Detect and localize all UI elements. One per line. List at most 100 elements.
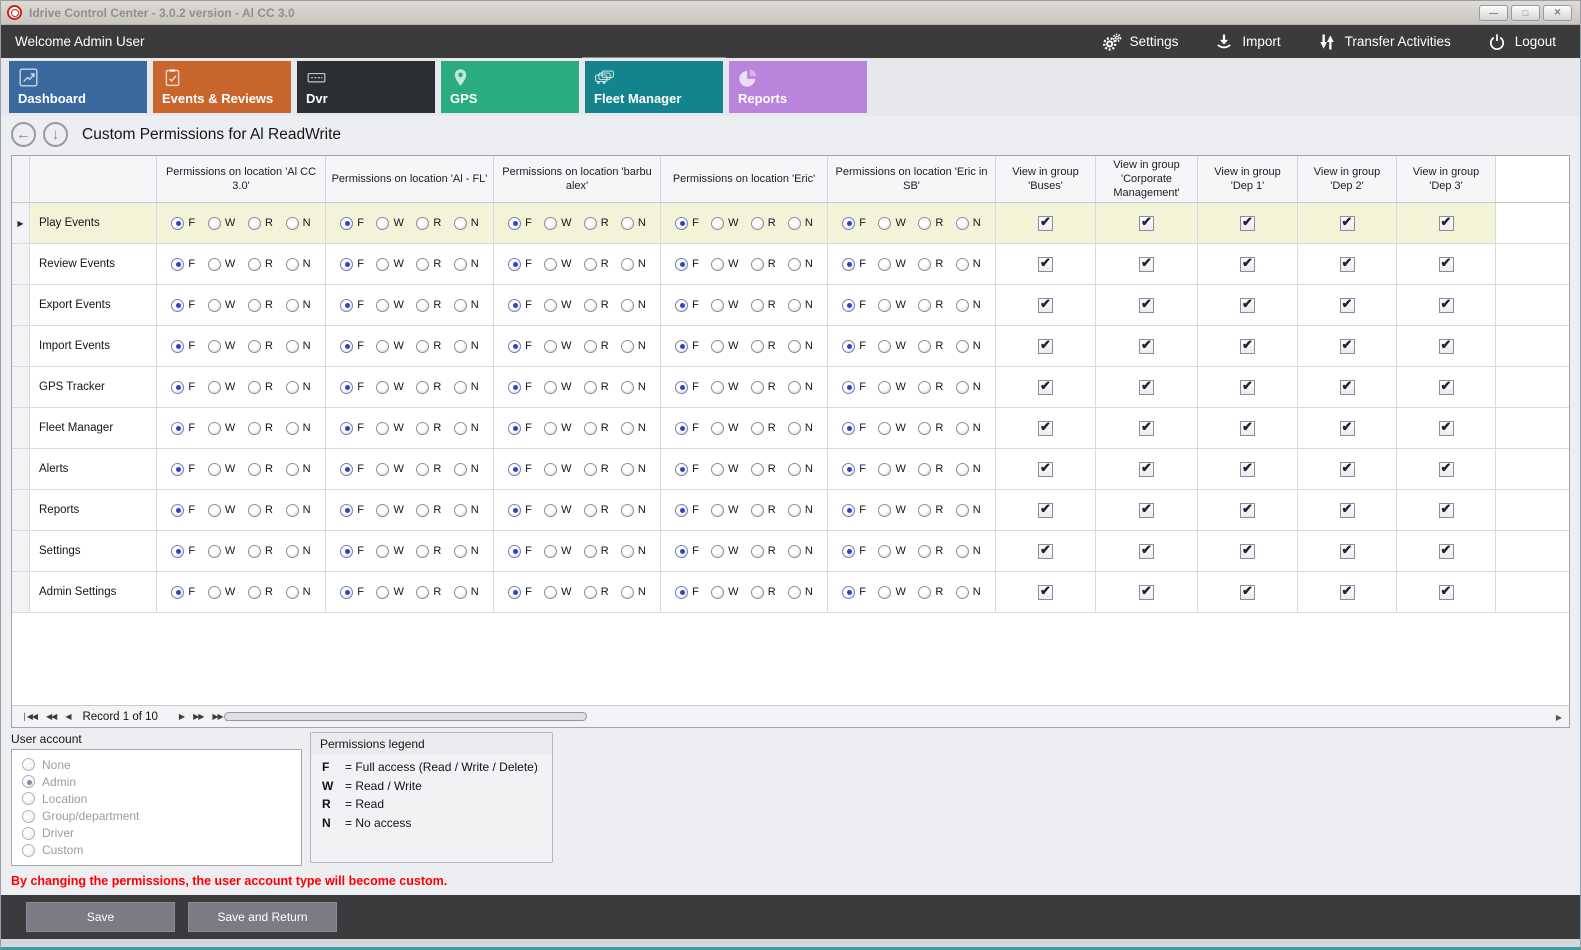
permission-radio-n[interactable]: N	[453, 380, 479, 394]
permission-radio-w[interactable]: W	[711, 257, 738, 271]
permission-radio-n[interactable]: N	[285, 257, 311, 271]
permission-radio-n[interactable]: N	[285, 216, 311, 230]
permission-radio-w[interactable]: W	[207, 380, 235, 394]
permission-radio-r[interactable]: R	[247, 339, 273, 353]
permission-radio-f[interactable]: F	[675, 585, 699, 599]
group-view-checkbox[interactable]	[1139, 379, 1154, 395]
group-view-checkbox[interactable]	[1438, 461, 1454, 477]
permission-radio-f[interactable]: F	[675, 339, 699, 353]
tab-fleet-manager[interactable]: Fleet Manager	[582, 57, 726, 113]
permission-radio-w[interactable]: W	[878, 462, 906, 476]
permission-radio-f[interactable]: F	[842, 257, 866, 271]
permission-radio-f[interactable]: F	[340, 544, 364, 558]
permission-radio-f[interactable]: F	[842, 462, 866, 476]
table-row[interactable]: Settings F W R N F W R N F W R N F W R N F W R N	[12, 531, 1569, 572]
permission-radio-w[interactable]: W	[376, 257, 404, 271]
permission-radio-w[interactable]: W	[711, 544, 738, 558]
table-row[interactable]: Fleet Manager F W R N F W R N F W R N F W R N F W R N	[12, 408, 1569, 449]
permission-radio-w[interactable]: W	[207, 585, 235, 599]
scroll-down-button[interactable]: ↓	[43, 122, 68, 147]
permission-radio-r[interactable]: R	[416, 339, 441, 353]
group-view-checkbox[interactable]	[1240, 502, 1255, 518]
permission-radio-r[interactable]: R	[583, 216, 609, 230]
next-page-button[interactable]: ▶▶	[193, 712, 204, 721]
group-view-checkbox[interactable]	[1139, 420, 1154, 436]
permission-radio-n[interactable]: N	[453, 503, 479, 517]
permission-radio-r[interactable]: R	[750, 257, 776, 271]
permission-radio-r[interactable]: R	[918, 257, 943, 271]
permission-radio-r[interactable]: R	[583, 544, 609, 558]
permission-radio-r[interactable]: R	[416, 298, 441, 312]
permission-radio-w[interactable]: W	[544, 257, 571, 271]
permission-radio-w[interactable]: W	[878, 339, 906, 353]
permission-radio-w[interactable]: W	[878, 216, 906, 230]
settings-button[interactable]: Settings	[1102, 32, 1178, 52]
import-button[interactable]: Import	[1214, 32, 1281, 52]
permission-radio-w[interactable]: W	[544, 339, 571, 353]
permission-radio-f[interactable]: F	[508, 257, 532, 271]
group-view-checkbox[interactable]	[1339, 543, 1355, 559]
permission-radio-r[interactable]: R	[416, 380, 441, 394]
table-row[interactable]: Export Events F W R N F W R N F W R N F W R N F W R N	[12, 285, 1569, 326]
permission-radio-n[interactable]: N	[453, 421, 479, 435]
permission-radio-r[interactable]: R	[416, 216, 441, 230]
permission-radio-f[interactable]: F	[675, 544, 699, 558]
permission-radio-r[interactable]: R	[247, 421, 273, 435]
table-row[interactable]: Reports F W R N F W R N F W R N F W R N F W R N	[12, 490, 1569, 531]
column-header-permission[interactable]: Permissions on location 'Eric'	[661, 156, 828, 202]
permission-radio-w[interactable]: W	[711, 216, 738, 230]
tab-events-reviews[interactable]: Events & Reviews	[153, 61, 291, 113]
permission-radio-n[interactable]: N	[285, 298, 311, 312]
permission-radio-w[interactable]: W	[376, 339, 404, 353]
permission-radio-w[interactable]: W	[544, 544, 571, 558]
group-view-checkbox[interactable]	[1240, 215, 1255, 231]
group-view-checkbox[interactable]	[1038, 338, 1053, 354]
permission-radio-r[interactable]: R	[918, 339, 943, 353]
permission-radio-f[interactable]: F	[508, 380, 532, 394]
group-view-checkbox[interactable]	[1139, 461, 1154, 477]
account-type-option[interactable]: Location	[22, 792, 291, 806]
permission-radio-n[interactable]: N	[955, 380, 981, 394]
permission-radio-r[interactable]: R	[583, 421, 609, 435]
back-button[interactable]: ←	[11, 122, 36, 147]
permission-radio-f[interactable]: F	[171, 462, 195, 476]
group-view-checkbox[interactable]	[1339, 256, 1355, 272]
permission-radio-w[interactable]: W	[878, 298, 906, 312]
permission-radio-r[interactable]: R	[583, 380, 609, 394]
permission-radio-w[interactable]: W	[878, 544, 906, 558]
permission-radio-r[interactable]: R	[416, 462, 441, 476]
permission-radio-r[interactable]: R	[416, 503, 441, 517]
permission-radio-w[interactable]: W	[544, 462, 571, 476]
permission-radio-n[interactable]: N	[285, 339, 311, 353]
permission-radio-r[interactable]: R	[918, 503, 943, 517]
permission-radio-w[interactable]: W	[207, 462, 235, 476]
account-type-option[interactable]: Custom	[22, 843, 291, 857]
permission-radio-r[interactable]: R	[750, 585, 776, 599]
group-view-checkbox[interactable]	[1240, 379, 1255, 395]
permission-radio-w[interactable]: W	[878, 421, 906, 435]
permission-radio-n[interactable]: N	[620, 421, 646, 435]
permission-radio-f[interactable]: F	[842, 503, 866, 517]
permission-radio-r[interactable]: R	[583, 257, 609, 271]
permission-radio-n[interactable]: N	[955, 421, 981, 435]
permission-radio-n[interactable]: N	[620, 216, 646, 230]
permission-radio-f[interactable]: F	[171, 544, 195, 558]
permission-radio-w[interactable]: W	[544, 216, 571, 230]
permission-radio-f[interactable]: F	[675, 298, 699, 312]
permission-radio-w[interactable]: W	[207, 544, 235, 558]
permission-radio-r[interactable]: R	[918, 462, 943, 476]
permission-radio-w[interactable]: W	[544, 585, 571, 599]
column-header-permission[interactable]: Permissions on location 'Al CC 3.0'	[157, 156, 326, 202]
permission-radio-r[interactable]: R	[416, 544, 441, 558]
permission-radio-f[interactable]: F	[842, 339, 866, 353]
group-view-checkbox[interactable]	[1038, 215, 1053, 231]
permission-radio-r[interactable]: R	[750, 503, 776, 517]
permission-radio-f[interactable]: F	[340, 380, 364, 394]
permission-radio-n[interactable]: N	[453, 585, 479, 599]
group-view-checkbox[interactable]	[1438, 338, 1454, 354]
first-record-button[interactable]: ❘◀◀	[21, 712, 38, 721]
permission-radio-f[interactable]: F	[171, 380, 195, 394]
column-header-permission[interactable]: Permissions on location 'Al - FL'	[326, 156, 494, 202]
group-view-checkbox[interactable]	[1438, 502, 1454, 518]
group-view-checkbox[interactable]	[1339, 215, 1355, 231]
